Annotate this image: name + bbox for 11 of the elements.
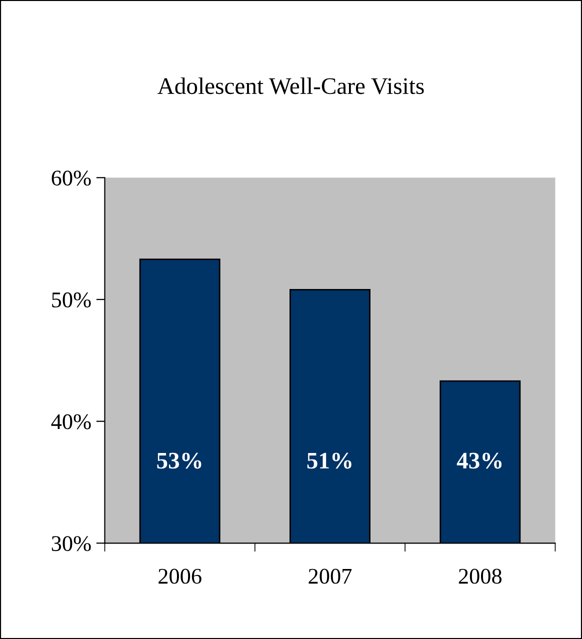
data-label: 43% <box>456 452 502 469</box>
x-tick-label: 2008 <box>458 568 502 584</box>
data-label: 53% <box>157 452 202 469</box>
y-tick-label: 50% <box>52 292 91 308</box>
x-tick-label: 2007 <box>308 568 352 584</box>
chart-title: Adolescent Well-Care Visits <box>158 77 424 94</box>
x-tick-label: 2006 <box>158 568 202 584</box>
y-tick-label: 60% <box>52 170 91 186</box>
y-tick-label: 40% <box>51 414 91 430</box>
data-label: 51% <box>307 452 352 469</box>
y-tick-label: 30% <box>52 536 91 552</box>
